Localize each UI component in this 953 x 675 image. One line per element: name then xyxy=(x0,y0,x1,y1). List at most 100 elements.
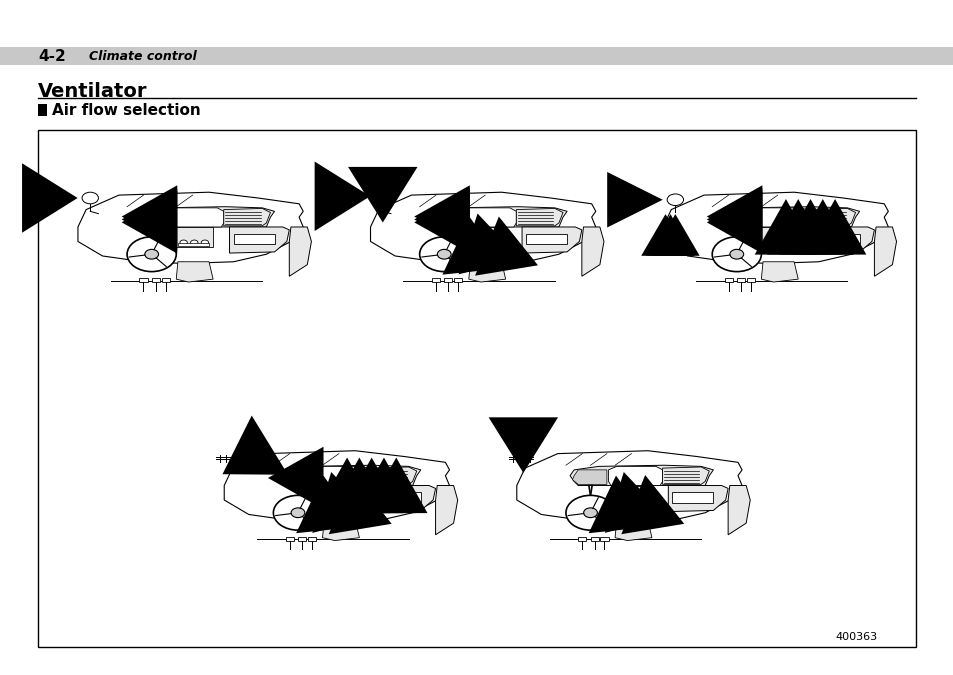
Polygon shape xyxy=(727,485,749,535)
Bar xyxy=(161,278,170,282)
Polygon shape xyxy=(615,520,651,541)
Bar xyxy=(454,278,462,282)
Polygon shape xyxy=(289,227,311,276)
Text: Climate control: Climate control xyxy=(89,49,196,63)
Polygon shape xyxy=(754,208,808,227)
Bar xyxy=(308,537,315,541)
Bar xyxy=(760,227,798,247)
Circle shape xyxy=(82,192,98,204)
Circle shape xyxy=(274,495,322,530)
Text: 400363: 400363 xyxy=(835,632,877,641)
Bar xyxy=(762,243,793,246)
Polygon shape xyxy=(230,227,289,253)
Circle shape xyxy=(729,249,743,259)
Bar xyxy=(616,502,647,504)
Circle shape xyxy=(764,240,772,245)
Polygon shape xyxy=(570,465,713,485)
Circle shape xyxy=(326,499,334,504)
Bar xyxy=(176,227,213,247)
Bar xyxy=(470,243,501,246)
Polygon shape xyxy=(78,192,303,263)
Bar xyxy=(615,485,651,506)
Circle shape xyxy=(191,240,198,245)
Circle shape xyxy=(482,240,490,245)
Bar xyxy=(444,278,452,282)
Polygon shape xyxy=(322,520,359,541)
Polygon shape xyxy=(468,262,505,282)
Circle shape xyxy=(712,237,760,271)
Circle shape xyxy=(639,499,647,504)
Polygon shape xyxy=(516,209,562,226)
Polygon shape xyxy=(716,207,859,227)
Bar xyxy=(322,485,359,506)
Bar xyxy=(38,104,47,116)
Polygon shape xyxy=(370,467,416,485)
Bar xyxy=(578,537,586,541)
Polygon shape xyxy=(426,211,460,226)
Bar xyxy=(38,130,915,647)
Circle shape xyxy=(180,240,187,245)
Polygon shape xyxy=(279,470,314,485)
Polygon shape xyxy=(874,227,896,276)
Polygon shape xyxy=(224,451,449,522)
Bar xyxy=(285,537,294,541)
Polygon shape xyxy=(668,485,727,512)
Polygon shape xyxy=(662,192,887,263)
Circle shape xyxy=(775,240,782,245)
Circle shape xyxy=(785,240,793,245)
Polygon shape xyxy=(521,227,581,253)
Circle shape xyxy=(347,499,355,504)
Bar xyxy=(297,537,306,541)
Bar xyxy=(324,502,355,504)
Polygon shape xyxy=(176,262,213,282)
Polygon shape xyxy=(423,207,566,227)
Bar xyxy=(139,278,148,282)
Circle shape xyxy=(472,240,479,245)
Circle shape xyxy=(201,240,209,245)
Polygon shape xyxy=(608,466,662,485)
Polygon shape xyxy=(462,208,516,227)
Circle shape xyxy=(145,249,158,259)
Circle shape xyxy=(583,508,597,518)
Bar xyxy=(379,493,420,503)
Bar xyxy=(233,234,274,244)
Bar xyxy=(746,278,754,282)
Polygon shape xyxy=(277,465,420,485)
Polygon shape xyxy=(662,467,708,485)
Circle shape xyxy=(629,499,637,504)
Bar xyxy=(468,227,505,247)
Polygon shape xyxy=(572,470,606,485)
Circle shape xyxy=(494,240,500,245)
Polygon shape xyxy=(170,208,224,227)
Bar xyxy=(590,537,598,541)
Bar xyxy=(723,278,732,282)
Bar xyxy=(599,537,608,541)
Circle shape xyxy=(336,499,344,504)
Bar xyxy=(177,243,209,246)
Text: Ventilator: Ventilator xyxy=(38,82,148,101)
Polygon shape xyxy=(581,227,603,276)
Circle shape xyxy=(436,249,451,259)
Polygon shape xyxy=(132,207,274,227)
Circle shape xyxy=(565,495,615,530)
Circle shape xyxy=(127,237,176,271)
Polygon shape xyxy=(224,209,270,226)
Polygon shape xyxy=(808,209,855,226)
Bar xyxy=(736,278,744,282)
Polygon shape xyxy=(133,211,168,226)
Bar xyxy=(672,493,713,503)
Circle shape xyxy=(618,499,625,504)
Bar xyxy=(526,234,566,244)
Polygon shape xyxy=(370,192,596,263)
Circle shape xyxy=(375,190,391,202)
Polygon shape xyxy=(760,262,798,282)
Text: 4-2: 4-2 xyxy=(38,49,66,63)
Polygon shape xyxy=(814,227,874,253)
Polygon shape xyxy=(436,485,457,535)
Bar xyxy=(152,278,160,282)
Circle shape xyxy=(291,508,305,518)
Text: Air flow selection: Air flow selection xyxy=(52,103,201,117)
Polygon shape xyxy=(315,466,370,485)
Polygon shape xyxy=(718,211,752,226)
Polygon shape xyxy=(517,451,741,522)
